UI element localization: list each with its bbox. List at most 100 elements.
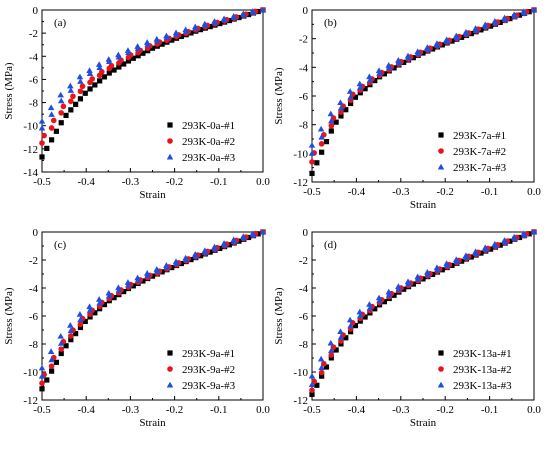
y-tick-label: -8 <box>29 339 39 351</box>
data-point <box>125 49 132 56</box>
data-point <box>77 96 84 102</box>
y-tick-label: -10 <box>23 121 38 133</box>
data-point <box>48 363 55 369</box>
data-point <box>463 254 470 261</box>
y-axis-label: Stress (MPa) <box>3 287 15 344</box>
data-point <box>173 260 180 266</box>
x-tick-label: -0.3 <box>122 176 140 188</box>
data-point <box>115 284 122 291</box>
x-tick-label: -0.2 <box>166 176 183 188</box>
data-point <box>125 54 132 61</box>
panel-label: (c) <box>54 239 67 251</box>
data-point <box>395 285 403 292</box>
data-point <box>73 330 79 337</box>
data-point <box>333 347 339 353</box>
data-point <box>530 228 538 235</box>
series-3 <box>308 6 538 156</box>
data-point <box>68 337 74 343</box>
data-point <box>410 281 416 287</box>
data-point <box>348 100 354 107</box>
y-tick-label: -12 <box>293 177 308 189</box>
data-point <box>356 80 364 87</box>
data-point <box>492 242 499 249</box>
legend-entry: 293K-13a-#3 <box>453 380 512 392</box>
data-point <box>530 6 538 13</box>
legend-marker <box>437 163 445 170</box>
data-point <box>337 328 344 334</box>
x-tick-label: -0.5 <box>33 404 51 416</box>
x-axis-label: Strain <box>410 417 437 429</box>
y-tick-label: -2 <box>29 255 38 267</box>
x-tick-label: -0.1 <box>210 404 227 416</box>
data-point <box>376 70 383 76</box>
legend-entry: 293K-13a-#2 <box>453 364 512 376</box>
x-tick-label: -0.1 <box>481 404 498 416</box>
data-point <box>92 82 98 88</box>
data-point <box>338 113 344 119</box>
x-tick-label: 0.0 <box>527 186 541 198</box>
data-point <box>321 360 327 367</box>
data-point <box>333 119 339 125</box>
legend-entry: 293K-7a-#1 <box>453 130 506 142</box>
stress-strain-panel-4: -0.5 -0.4 -0.3 -0.2 -0.1 0.0 -12 -10 -8 -6 -4 -2 0 St… <box>273 227 541 429</box>
x-tick-label: -0.4 <box>77 404 95 416</box>
legend-entry: 293K-13a-#1 <box>453 348 512 360</box>
series-2 <box>39 229 266 387</box>
legend-marker <box>437 381 445 388</box>
data-point <box>217 20 223 27</box>
data-point <box>192 24 199 31</box>
data-point <box>308 372 316 379</box>
data-point <box>58 110 65 116</box>
data-point <box>337 104 345 111</box>
data-point <box>125 281 132 288</box>
legend-marker <box>438 350 444 356</box>
data-point <box>327 339 335 346</box>
y-tick-label: -12 <box>23 395 38 407</box>
data-point <box>337 334 345 340</box>
data-point <box>53 128 60 134</box>
legend-marker <box>167 138 173 144</box>
x-tick-label: -0.4 <box>348 186 366 198</box>
data-point <box>385 288 392 295</box>
data-point <box>48 111 55 117</box>
data-point <box>463 30 470 37</box>
panel-label: (b) <box>324 17 337 29</box>
data-point <box>327 110 335 117</box>
data-point <box>173 31 180 37</box>
data-point <box>79 83 86 90</box>
data-point <box>63 343 69 349</box>
data-point <box>39 154 45 160</box>
data-point <box>250 231 257 238</box>
y-axis-label: Stress (MPa) <box>273 287 285 344</box>
data-point <box>338 341 344 347</box>
data-point <box>67 322 74 328</box>
data-point <box>39 386 45 392</box>
x-tick-label: -0.2 <box>436 186 453 198</box>
data-point <box>414 273 421 280</box>
legend-marker <box>166 381 174 388</box>
stress-strain-panel-3: -0.5 -0.4 -0.3 -0.2 -0.1 0.0 -12 -10 -8 -6 -4 -2 0 St… <box>3 227 270 429</box>
data-point <box>58 120 64 126</box>
data-point <box>197 27 204 33</box>
data-point <box>323 364 330 370</box>
data-point <box>207 24 213 30</box>
y-tick-label: 0 <box>33 227 39 239</box>
data-point <box>111 295 117 301</box>
data-point <box>424 271 432 277</box>
data-point <box>318 364 325 370</box>
data-point <box>328 355 334 361</box>
data-point <box>86 307 94 313</box>
data-point <box>328 122 335 129</box>
data-point <box>57 91 64 98</box>
data-point <box>372 78 378 84</box>
data-point <box>401 286 407 292</box>
data-point <box>44 377 50 383</box>
data-point <box>366 76 374 83</box>
data-point <box>154 37 161 44</box>
data-point <box>309 170 315 176</box>
data-point <box>163 264 171 270</box>
data-point <box>221 241 228 248</box>
data-point <box>124 279 132 285</box>
x-tick-label: -0.4 <box>348 404 366 416</box>
data-point <box>317 125 325 132</box>
